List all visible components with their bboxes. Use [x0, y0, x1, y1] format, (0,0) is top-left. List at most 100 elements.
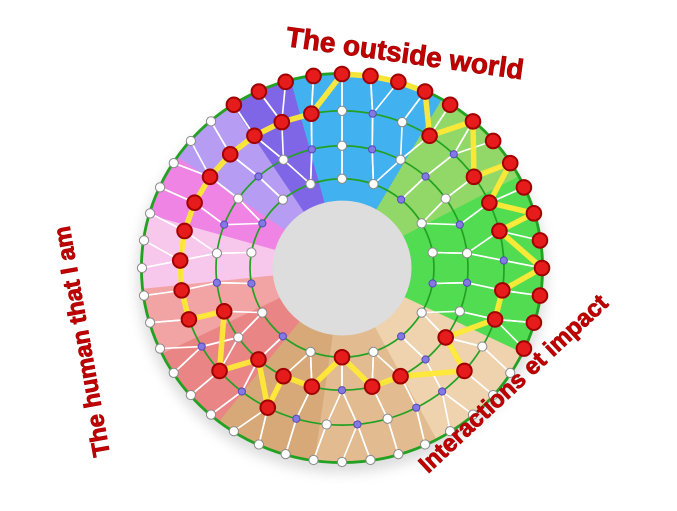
node-white-r3-10[interactable] — [305, 346, 316, 357]
node-purple-r2-19[interactable] — [212, 278, 222, 287]
node-red-r0-8[interactable] — [515, 179, 533, 196]
node-red-r0-6[interactable] — [484, 132, 502, 150]
node-red-r0-11[interactable] — [533, 259, 551, 277]
node-red-r0-0[interactable] — [333, 65, 351, 83]
node-white-r0-25[interactable] — [253, 439, 265, 450]
node-red-r3-9[interactable] — [333, 348, 351, 366]
node-red-r2-18[interactable] — [215, 303, 233, 320]
node-white-r0-24[interactable] — [280, 449, 291, 460]
node-purple-r3-15[interactable] — [258, 219, 267, 228]
node-white-r1-15[interactable] — [382, 413, 393, 424]
node-purple-r3-13[interactable] — [247, 279, 256, 288]
node-purple-r1-13[interactable] — [438, 387, 447, 396]
node-white-r0-28[interactable] — [185, 389, 196, 401]
node-red-r1-28[interactable] — [201, 168, 219, 186]
node-purple-r2-21[interactable] — [220, 220, 229, 229]
node-red-r0-1[interactable] — [362, 67, 379, 85]
node-purple-r2-10[interactable] — [421, 355, 430, 364]
node-red-r0-43[interactable] — [305, 67, 322, 85]
node-purple-r3-11[interactable] — [278, 332, 287, 341]
node-red-r1-30[interactable] — [246, 127, 263, 145]
node-red-r1-32[interactable] — [303, 105, 320, 122]
node-white-r0-19[interactable] — [419, 439, 431, 450]
node-purple-r2-1[interactable] — [368, 145, 377, 154]
node-red-r0-14[interactable] — [515, 340, 533, 357]
node-purple-r2-23[interactable] — [254, 172, 263, 181]
node-white-r0-29[interactable] — [168, 367, 179, 378]
node-white-r0-26[interactable] — [228, 426, 239, 437]
node-red-r0-3[interactable] — [416, 83, 434, 100]
node-white-r1-0[interactable] — [336, 105, 348, 116]
node-purple-r1-4[interactable] — [449, 150, 458, 159]
node-white-r0-38[interactable] — [185, 135, 196, 147]
node-red-r0-5[interactable] — [464, 113, 482, 130]
node-white-r3-6[interactable] — [416, 307, 427, 318]
node-purple-r1-8[interactable] — [499, 256, 508, 265]
node-white-r2-0[interactable] — [336, 140, 348, 151]
node-white-r1-11[interactable] — [477, 341, 488, 352]
node-white-r0-33[interactable] — [136, 262, 148, 274]
node-purple-r1-16[interactable] — [353, 420, 362, 429]
node-purple-r3-5[interactable] — [428, 279, 437, 288]
node-red-r0-4[interactable] — [441, 96, 459, 114]
node-red-r0-42[interactable] — [277, 73, 294, 91]
node-white-r2-24[interactable] — [278, 154, 289, 165]
node-white-r0-16[interactable] — [488, 389, 499, 401]
node-red-r2-14[interactable] — [303, 378, 321, 395]
node-red-r1-31[interactable] — [273, 113, 291, 131]
node-white-r2-2[interactable] — [395, 154, 406, 165]
node-white-r2-22[interactable] — [233, 193, 244, 204]
node-purple-r1-20[interactable] — [237, 387, 246, 396]
node-white-r0-21[interactable] — [365, 454, 376, 466]
node-white-r0-30[interactable] — [154, 343, 166, 354]
node-white-r3-16[interactable] — [277, 194, 288, 205]
node-white-r2-8[interactable] — [454, 306, 465, 317]
node-white-r0-27[interactable] — [205, 409, 217, 420]
node-red-r1-27[interactable] — [186, 194, 203, 212]
node-red-r0-12[interactable] — [531, 287, 549, 304]
node-white-r0-15[interactable] — [505, 367, 516, 378]
node-red-r0-2[interactable] — [390, 73, 407, 91]
node-purple-r2-7[interactable] — [462, 278, 472, 287]
node-red-r1-19[interactable] — [259, 399, 277, 416]
node-red-r2-15[interactable] — [275, 367, 292, 385]
node-red-r0-40[interactable] — [225, 96, 243, 114]
node-white-r0-39[interactable] — [205, 116, 217, 127]
node-purple-r2-13[interactable] — [337, 386, 347, 395]
node-red-r1-5[interactable] — [465, 168, 483, 186]
node-white-r3-12[interactable] — [257, 307, 268, 318]
node-red-r1-7[interactable] — [491, 222, 508, 240]
node-purple-r1-22[interactable] — [197, 342, 206, 351]
node-purple-r2-3[interactable] — [421, 172, 430, 181]
node-red-r0-41[interactable] — [250, 83, 268, 100]
node-white-r0-35[interactable] — [145, 208, 156, 219]
node-white-r1-17[interactable] — [321, 419, 332, 430]
node-red-r2-16[interactable] — [250, 351, 267, 368]
node-red-r1-23[interactable] — [180, 311, 198, 328]
node-red-r1-3[interactable] — [421, 127, 438, 145]
node-white-r3-17[interactable] — [305, 179, 316, 190]
node-white-r3-14[interactable] — [246, 247, 257, 258]
node-white-r2-20[interactable] — [211, 248, 223, 259]
node-white-r0-31[interactable] — [145, 317, 156, 328]
node-white-r3-0[interactable] — [336, 173, 348, 184]
node-red-r1-21[interactable] — [211, 362, 228, 380]
node-white-r0-18[interactable] — [445, 426, 456, 437]
node-white-r1-2[interactable] — [397, 117, 408, 128]
node-purple-r3-2[interactable] — [397, 195, 406, 204]
node-red-r0-10[interactable] — [531, 232, 549, 249]
node-red-r0-13[interactable] — [525, 314, 543, 331]
node-purple-r1-1[interactable] — [368, 109, 377, 118]
node-purple-r2-5[interactable] — [455, 220, 464, 229]
node-white-r3-4[interactable] — [427, 247, 438, 258]
node-white-r0-20[interactable] — [393, 449, 404, 460]
node-white-r3-1[interactable] — [368, 179, 379, 190]
node-red-r1-29[interactable] — [221, 145, 239, 163]
node-white-r0-32[interactable] — [138, 290, 150, 301]
node-white-r3-3[interactable] — [416, 218, 427, 229]
node-white-r2-6[interactable] — [461, 248, 473, 259]
node-purple-r3-7[interactable] — [397, 332, 406, 341]
node-red-r1-12[interactable] — [456, 362, 473, 380]
node-red-r1-26[interactable] — [176, 222, 193, 240]
node-red-r1-6[interactable] — [481, 194, 498, 212]
